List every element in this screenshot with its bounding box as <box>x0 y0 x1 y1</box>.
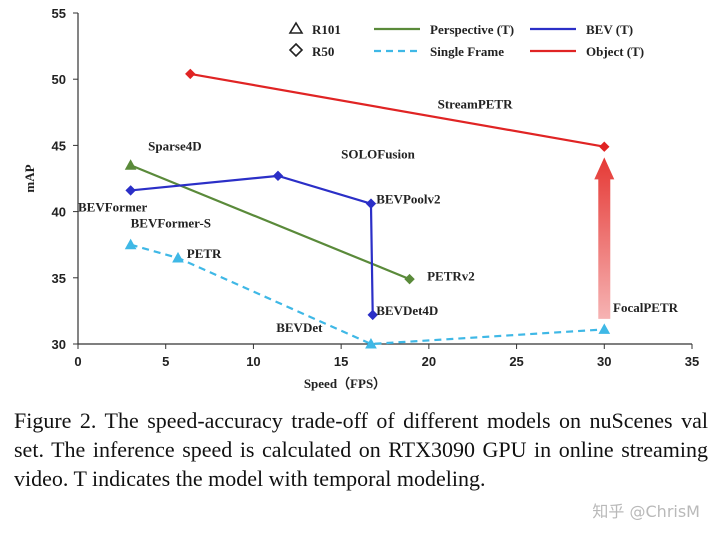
label-sparse4d: Sparse4D <box>148 139 201 154</box>
point-labels: StreamPETRSparse4DSOLOFusionBEVFormerBEV… <box>78 96 679 335</box>
gradient-arrow-shape <box>594 157 615 319</box>
legend-marker-r101 <box>288 21 304 34</box>
x-tick-label: 25 <box>509 354 523 369</box>
legend-label-object-t: Object (T) <box>586 44 644 59</box>
point-petrv2 <box>404 273 415 285</box>
y-tick-label: 55 <box>52 6 66 21</box>
series-line-object-t <box>190 72 605 148</box>
legend-label-r101: R101 <box>312 22 341 37</box>
label-bevpoolv2: BEVPoolv2 <box>376 192 440 207</box>
figure-caption: Figure 2. The speed-accuracy trade-off o… <box>14 408 708 491</box>
legend-label-single-frame: Single Frame <box>430 44 504 59</box>
x-tick-label: 15 <box>334 354 348 369</box>
point-bevformer <box>125 185 136 196</box>
point-solofusion <box>272 170 284 182</box>
point-object-t <box>185 68 196 80</box>
point-petr <box>172 251 184 263</box>
x-tick-label: 10 <box>246 354 260 369</box>
series-line-single-frame <box>130 243 605 346</box>
legend-label-perspective-t: Perspective (T) <box>430 22 514 37</box>
x-tick-label: 30 <box>597 354 611 369</box>
series-line-perspective-t <box>130 164 410 281</box>
label-bevdet4d: BEVDet4D <box>376 303 438 318</box>
label-bevdet: BEVDet <box>276 320 323 335</box>
x-tick-label: 5 <box>162 354 169 369</box>
label-solofusion: SOLOFusion <box>341 147 415 162</box>
series-perspective-t <box>124 159 415 285</box>
watermark: 知乎 @ChrisM <box>592 502 700 521</box>
legend-marker-r50 <box>288 42 304 58</box>
legend-label-bev-t: BEV (T) <box>586 22 633 37</box>
series-single-frame <box>124 238 611 349</box>
series-layer <box>124 68 611 349</box>
x-axis-label: Speed（FPS） <box>304 376 386 391</box>
series-object-t <box>185 68 610 152</box>
series-bev-t <box>125 170 378 321</box>
point-bevformer-s <box>124 238 137 250</box>
y-axis-label: mAP <box>22 164 37 192</box>
label-petrv2: PETRv2 <box>427 268 475 283</box>
label-focalpetr: FocalPETR <box>613 300 679 315</box>
label-streampetr: StreamPETR <box>438 96 513 111</box>
y-tick-label: 40 <box>52 205 66 220</box>
x-tick-label: 0 <box>74 354 81 369</box>
point-bevdet4d <box>367 309 378 321</box>
point-bevpoolv2 <box>365 198 377 209</box>
label-petr: PETR <box>187 246 222 261</box>
point-sparse4d <box>124 159 137 170</box>
y-tick-label: 50 <box>52 72 66 87</box>
y-tick-label: 35 <box>52 271 66 286</box>
point-focalpetr <box>598 323 611 334</box>
improvement-arrow <box>594 157 615 319</box>
series-line-bev-t <box>130 174 374 315</box>
y-tick-label: 30 <box>52 337 66 352</box>
point-streampetr <box>599 141 610 152</box>
x-tick-label: 35 <box>685 354 699 369</box>
y-tick-label: 45 <box>52 138 66 153</box>
legend-label-r50: R50 <box>312 44 334 59</box>
legend: R101 R50 Perspective (T) Single Frame BEV (T… <box>288 21 644 59</box>
label-bevformer: BEVFormer <box>78 200 148 215</box>
label-bevformer-s: BEVFormer-S <box>131 215 211 230</box>
point-bevdet <box>365 337 377 349</box>
x-tick-label: 20 <box>422 354 436 369</box>
axes: 30 35 40 45 50 55 0 5 10 15 20 25 30 35 Speed（FPS） mAP <box>22 6 699 391</box>
